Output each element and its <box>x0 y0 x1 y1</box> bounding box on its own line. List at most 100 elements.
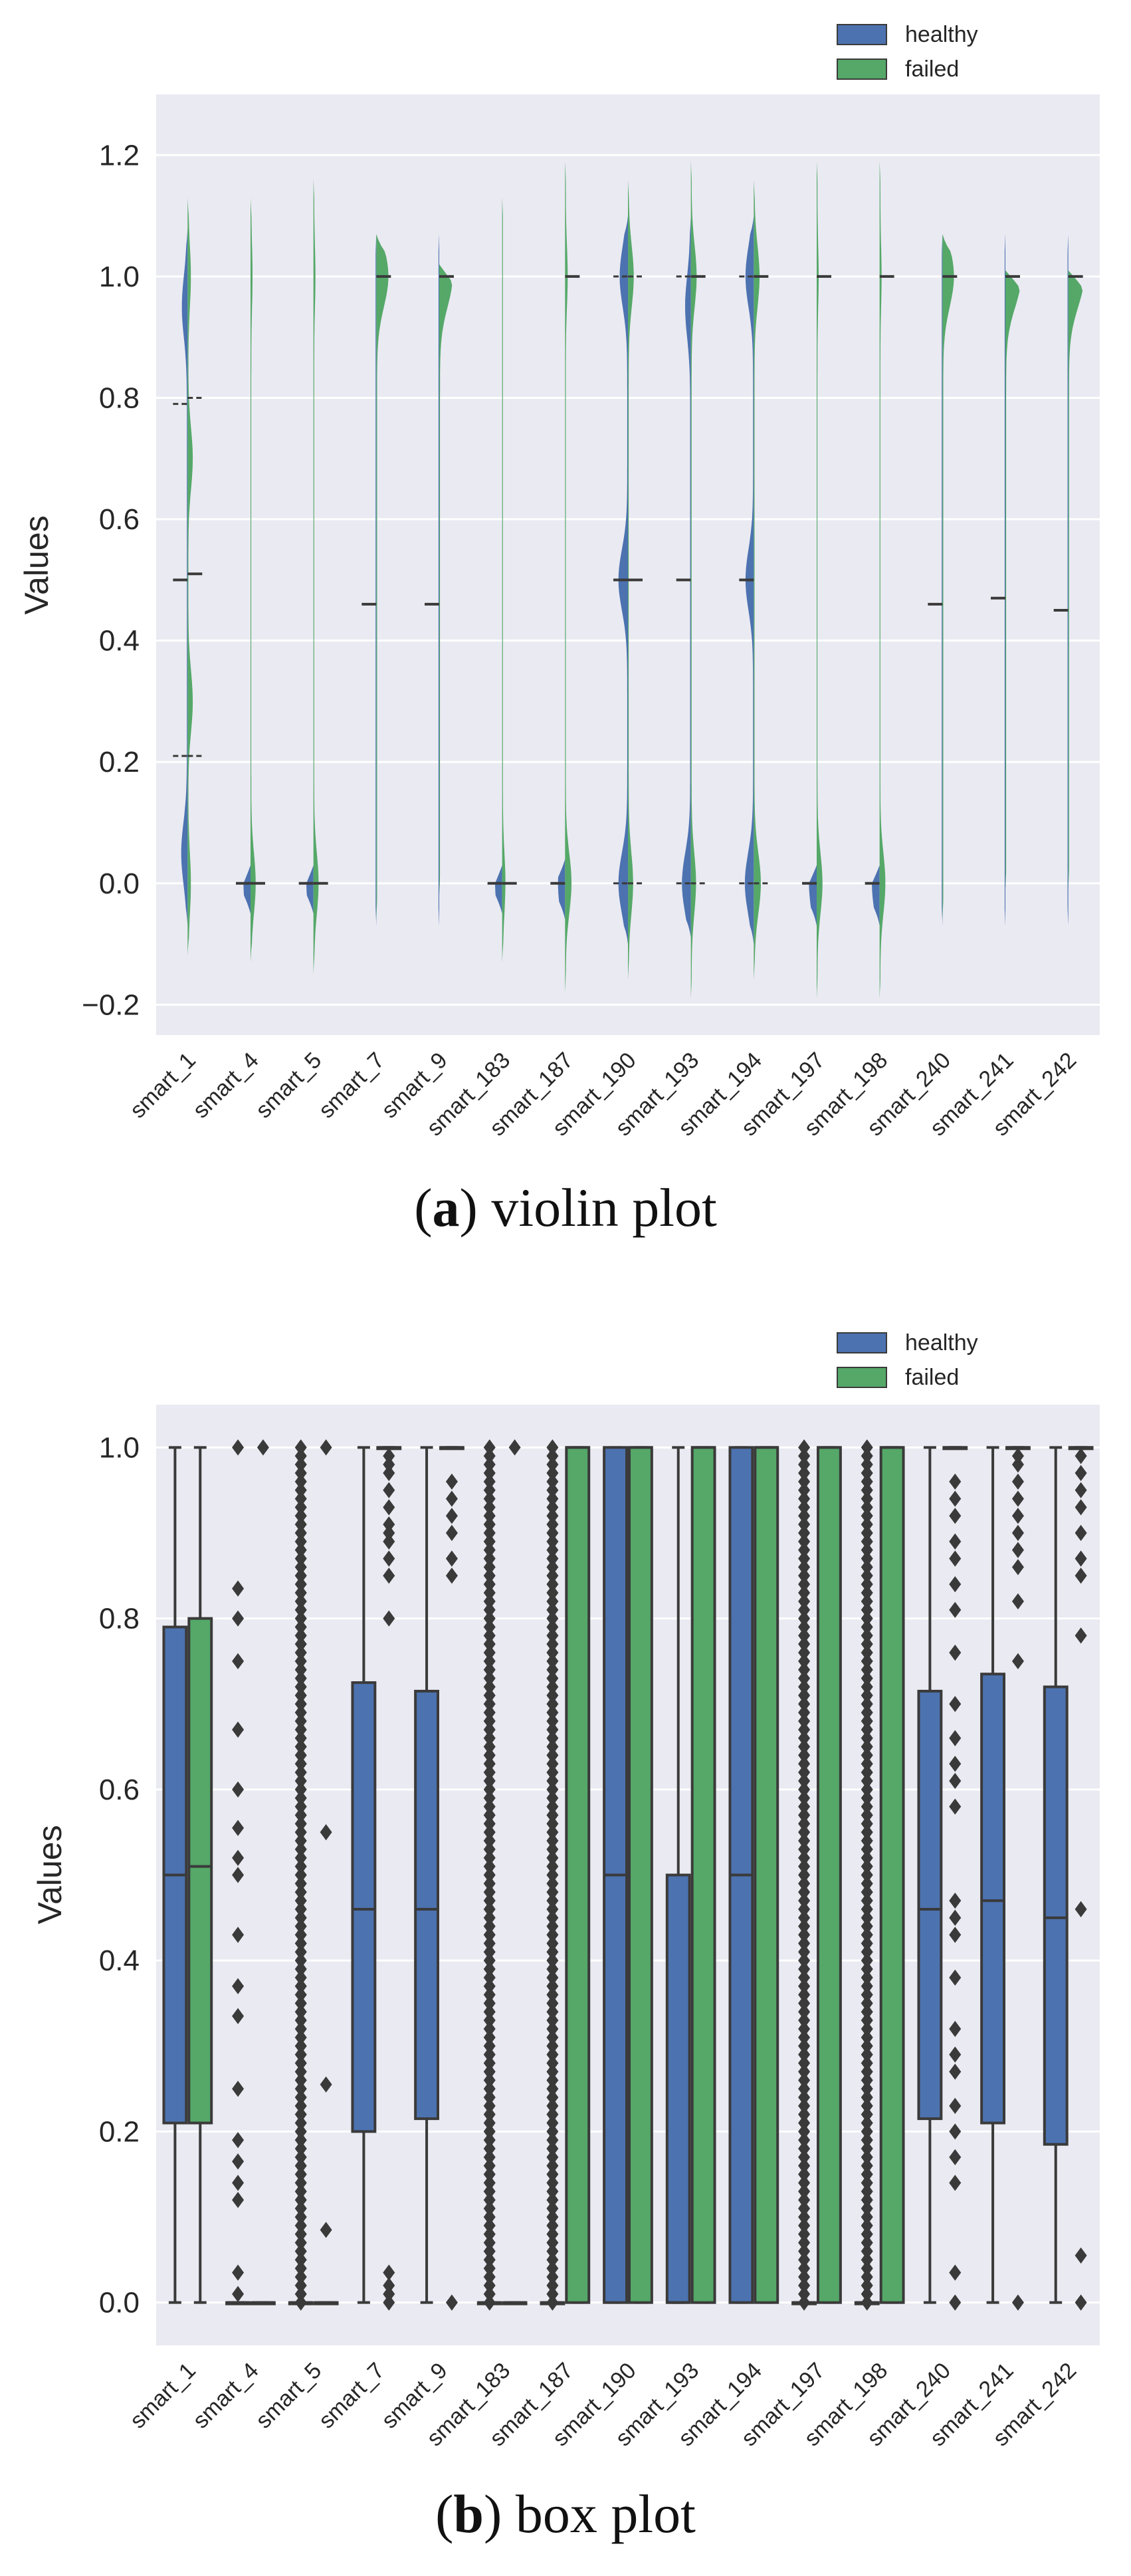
box-flier-healthy-smart_187 <box>546 2149 559 2166</box>
box-flier-healthy-smart_198 <box>861 2268 873 2285</box>
box-flier-healthy-smart_198 <box>861 1790 873 1806</box>
box-flier-healthy-smart_197 <box>798 2029 811 2046</box>
box-flier-failed-smart_242 <box>1075 1499 1087 1516</box>
box-flier-failed-smart_241 <box>1011 2294 1024 2311</box>
box-flier-healthy-smart_198 <box>861 2080 873 2097</box>
box-failed-smart_1 <box>187 1617 213 2125</box>
box-flier-healthy-smart_187 <box>546 2020 559 2038</box>
violin-failed-smart_198 <box>879 161 886 999</box>
box-flier-healthy-smart_187 <box>546 1730 559 1746</box>
box-flier-failed-smart_241 <box>1011 1473 1024 1490</box>
box-flier-healthy-smart_198 <box>861 2192 873 2208</box>
box-x-tick-label: smart_1 <box>125 2358 201 2434</box>
box-plot-panel: 0.0 0.2 0.4 0.6 0.8 1.0 smart_1smart_4smart_5… <box>31 1330 1100 2451</box>
legend-label-healthy: healthy <box>905 22 978 47</box>
box-flier-failed-smart_240 <box>949 1696 962 1712</box>
box-flier-healthy-smart_5 <box>294 1892 307 1909</box>
box-flier-healthy-smart_198 <box>861 1721 873 1738</box>
box-flier-healthy-smart_187 <box>546 1568 559 1584</box>
box-flier-healthy-smart_187 <box>546 1849 559 1866</box>
box-flier-healthy-smart_187 <box>546 2285 559 2302</box>
box-flier-healthy-smart_198 <box>861 1952 873 1969</box>
box-flier-healthy-smart_198 <box>861 1704 873 1721</box>
box-flier-healthy-smart_183 <box>483 2252 496 2268</box>
box-flier-healthy-smart_197 <box>798 2217 811 2234</box>
box-flier-healthy-smart_183 <box>483 2140 496 2157</box>
box-flier-healthy-smart_198 <box>861 2243 873 2260</box>
box-flier-healthy-smart_187 <box>546 2226 559 2242</box>
box-flier-healthy-smart_187 <box>546 1687 559 1704</box>
box-flier-healthy-smart_197 <box>798 2268 811 2285</box>
box-flier-healthy-smart_5 <box>294 1764 307 1781</box>
box-flier-healthy-smart_197 <box>798 1764 811 1781</box>
box-flier-healthy-smart_5 <box>294 2072 307 2089</box>
box-flier-healthy-smart_187 <box>546 1875 559 1892</box>
box-flier-healthy-smart_5 <box>294 1978 307 1994</box>
box-flier-healthy-smart_4 <box>232 1653 245 1670</box>
box-flier-healthy-smart_197 <box>798 1653 811 1670</box>
box-flier-healthy-smart_187 <box>546 1653 559 1670</box>
box-flier-healthy-smart_187 <box>546 1550 559 1567</box>
box-flier-healthy-smart_197 <box>798 1473 811 1490</box>
box-flier-healthy-smart_198 <box>861 2149 873 2166</box>
box-flier-failed-smart_240 <box>949 1772 962 1790</box>
box-flier-healthy-smart_187 <box>546 1593 559 1610</box>
box-flier-healthy-smart_187 <box>546 1986 559 2003</box>
box-flier-healthy-smart_197 <box>798 2106 811 2123</box>
box-flier-failed-smart_240 <box>949 1644 962 1661</box>
violin-failed-smart_9 <box>439 264 453 896</box>
box-flier-healthy-smart_197 <box>798 1815 811 1832</box>
box-flier-healthy-smart_183 <box>483 1439 496 1456</box>
box-flier-healthy-smart_197 <box>798 2243 811 2260</box>
box-flier-healthy-smart_198 <box>861 2260 873 2277</box>
box-flier-healthy-smart_198 <box>861 1901 873 1918</box>
box-flier-failed-smart_240 <box>949 1892 962 1909</box>
box-flier-healthy-smart_183 <box>483 2072 496 2089</box>
box-healthy-smart_9 <box>414 1689 440 2121</box>
box-flier-healthy-smart_197 <box>798 1884 811 1901</box>
box-failed-smart_187 <box>565 1446 591 2304</box>
box-flier-healthy-smart_183 <box>483 2080 496 2097</box>
box-flier-healthy-smart_183 <box>483 2285 496 2302</box>
box-flier-healthy-smart_187 <box>546 2055 559 2071</box>
box-flier-healthy-smart_5 <box>294 1960 307 1978</box>
box-flier-healthy-smart_187 <box>546 2012 559 2029</box>
box-flier-healthy-smart_197 <box>798 1986 811 2003</box>
box-flier-healthy-smart_4 <box>232 2080 245 2097</box>
box-flier-healthy-smart_197 <box>798 2149 811 2166</box>
violin-plot-panel: −0.2 0.0 0.2 0.4 0.6 0.8 1.0 1.2 smart_1smart_4… <box>18 22 1100 1141</box>
box-flier-healthy-smart_198 <box>861 2285 873 2302</box>
box-flier-healthy-smart_197 <box>798 2200 811 2217</box>
box-flier-healthy-smart_5 <box>294 2277 307 2294</box>
box-flier-healthy-smart_187 <box>546 1456 559 1473</box>
box-flier-healthy-smart_197 <box>798 1841 811 1858</box>
box-flier-healthy-smart_198 <box>861 2157 873 2174</box>
box-flier-healthy-smart_187 <box>546 1524 559 1542</box>
box-flier-healthy-smart_187 <box>546 1892 559 1909</box>
box-flier-healthy-smart_5 <box>294 1790 307 1806</box>
box-flier-healthy-smart_187 <box>546 1679 559 1695</box>
box-flier-healthy-smart_187 <box>546 1670 559 1687</box>
box-flier-healthy-smart_197 <box>798 2166 811 2182</box>
box-flier-healthy-smart_5 <box>294 2106 307 2123</box>
box-flier-healthy-smart_183 <box>483 1644 496 1661</box>
box-flier-healthy-smart_198 <box>861 2055 873 2071</box>
box-failed-smart_198 <box>879 1446 905 2304</box>
box-flier-healthy-smart_4 <box>232 1867 245 1883</box>
box-flier-healthy-smart_5 <box>294 1927 307 1943</box>
box-flier-failed-smart_242 <box>1075 2294 1087 2311</box>
box-flier-healthy-smart_187 <box>546 1995 559 2012</box>
box-flier-healthy-smart_183 <box>483 2097 496 2114</box>
violin-failed-smart_1 <box>187 197 193 957</box>
violin-x-tick-label: smart_7 <box>314 1048 389 1123</box>
box-flier-healthy-smart_197 <box>798 1892 811 1909</box>
box-flier-healthy-smart_183 <box>483 1610 496 1627</box>
box-flier-healthy-smart_183 <box>483 1867 496 1883</box>
box-flier-healthy-smart_198 <box>861 1593 873 1610</box>
box-flier-healthy-smart_183 <box>483 2268 496 2285</box>
box-flier-healthy-smart_198 <box>861 2115 873 2131</box>
box-flier-healthy-smart_198 <box>861 1627 873 1644</box>
box-flier-failed-smart_7 <box>383 1516 395 1533</box>
violin-y-tick-label: 1.2 <box>99 139 140 172</box>
box-flier-failed-smart_240 <box>949 2294 962 2311</box>
